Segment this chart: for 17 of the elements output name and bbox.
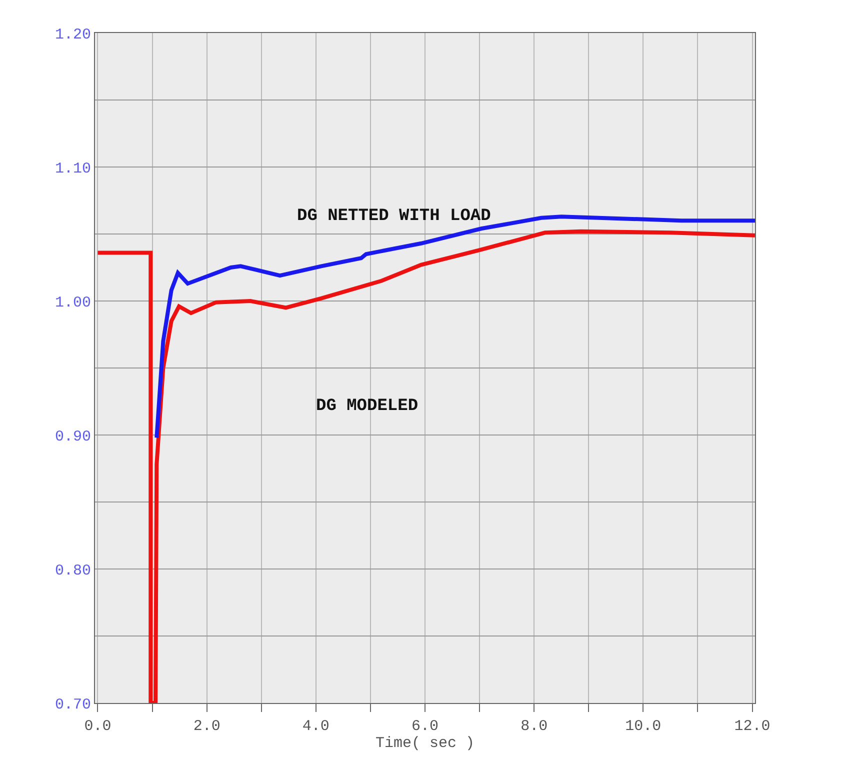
y-tick-label: 0.90 bbox=[54, 428, 91, 446]
x-axis-title: Time( sec ) bbox=[375, 735, 475, 752]
x-tick-label: 6.0 bbox=[411, 718, 439, 735]
x-tick-label: 8.0 bbox=[520, 718, 548, 735]
y-tick-label: 1.20 bbox=[54, 26, 91, 44]
y-tick-label: 0.80 bbox=[54, 562, 91, 580]
y-tick-label: 1.00 bbox=[54, 294, 91, 312]
annotation: DG MODELED bbox=[316, 397, 418, 416]
x-tick-label: 4.0 bbox=[302, 718, 330, 735]
line-series bbox=[96, 229, 755, 703]
x-tick-label: 12.0 bbox=[734, 718, 770, 735]
x-tick-label: 10.0 bbox=[625, 718, 662, 735]
x-tick-label: 0.0 bbox=[84, 718, 112, 735]
annotation: DG NETTED WITH LOAD bbox=[297, 207, 491, 226]
y-tick-label: 0.70 bbox=[54, 696, 91, 714]
y-tick-label: 1.10 bbox=[54, 160, 91, 178]
x-tick-label: 2.0 bbox=[193, 718, 220, 735]
